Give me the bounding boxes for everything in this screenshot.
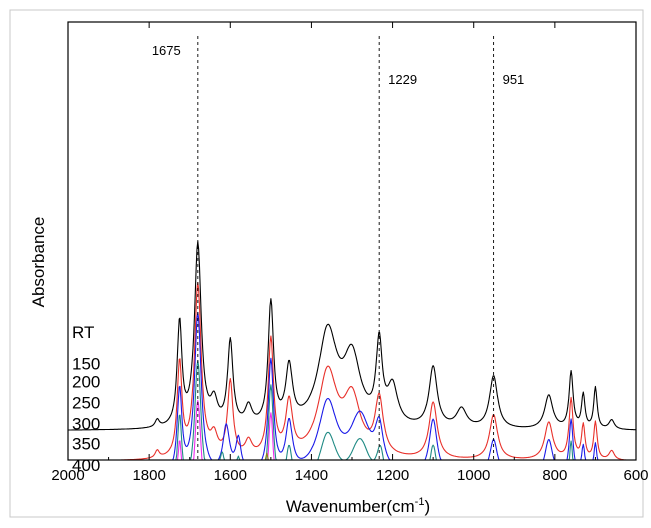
figure-frame <box>9 9 644 518</box>
x-tick-label-1600: 1600 <box>214 467 247 484</box>
x-tick-label-1000: 1000 <box>457 467 490 484</box>
x-axis-title-main: Wavenumber(cm <box>286 497 415 516</box>
x-tick-label-2000: 2000 <box>51 467 84 484</box>
annotation-layer: 1675 1229 951 <box>152 36 524 460</box>
plot-area-frame <box>67 21 637 461</box>
series-line-rt <box>68 241 636 431</box>
series-label-250: 250 <box>72 393 100 412</box>
x-tick-label-1200: 1200 <box>376 467 409 484</box>
series-label-150: 150 <box>72 354 100 373</box>
x-axis-title: Wavenumber(cm-1) <box>286 496 430 516</box>
series-label-300: 300 <box>72 414 100 433</box>
x-axis-title-close: ) <box>424 497 430 516</box>
y-axis-title: Absorbance <box>29 217 48 308</box>
annotation-label-1675: 1675 <box>152 43 181 58</box>
x-axis-title-superscript: -1 <box>415 496 425 508</box>
series-label-200: 200 <box>72 373 100 392</box>
series-label-rt: RT <box>72 323 94 342</box>
x-tick-label-1800: 1800 <box>132 467 165 484</box>
annotation-label-1229: 1229 <box>388 72 417 87</box>
annotation-label-951: 951 <box>503 72 525 87</box>
x-tick-label-800: 800 <box>542 467 567 484</box>
series-line-200 <box>68 311 636 461</box>
series-line-150 <box>68 281 636 461</box>
x-axis-ticks: 2000 1800 1600 1400 1200 1000 800 600 <box>51 22 649 484</box>
x-tick-label-1400: 1400 <box>295 467 328 484</box>
series-label-400: 400 <box>72 456 100 475</box>
x-tick-label-600: 600 <box>623 467 648 484</box>
series-label-350: 350 <box>72 435 100 454</box>
